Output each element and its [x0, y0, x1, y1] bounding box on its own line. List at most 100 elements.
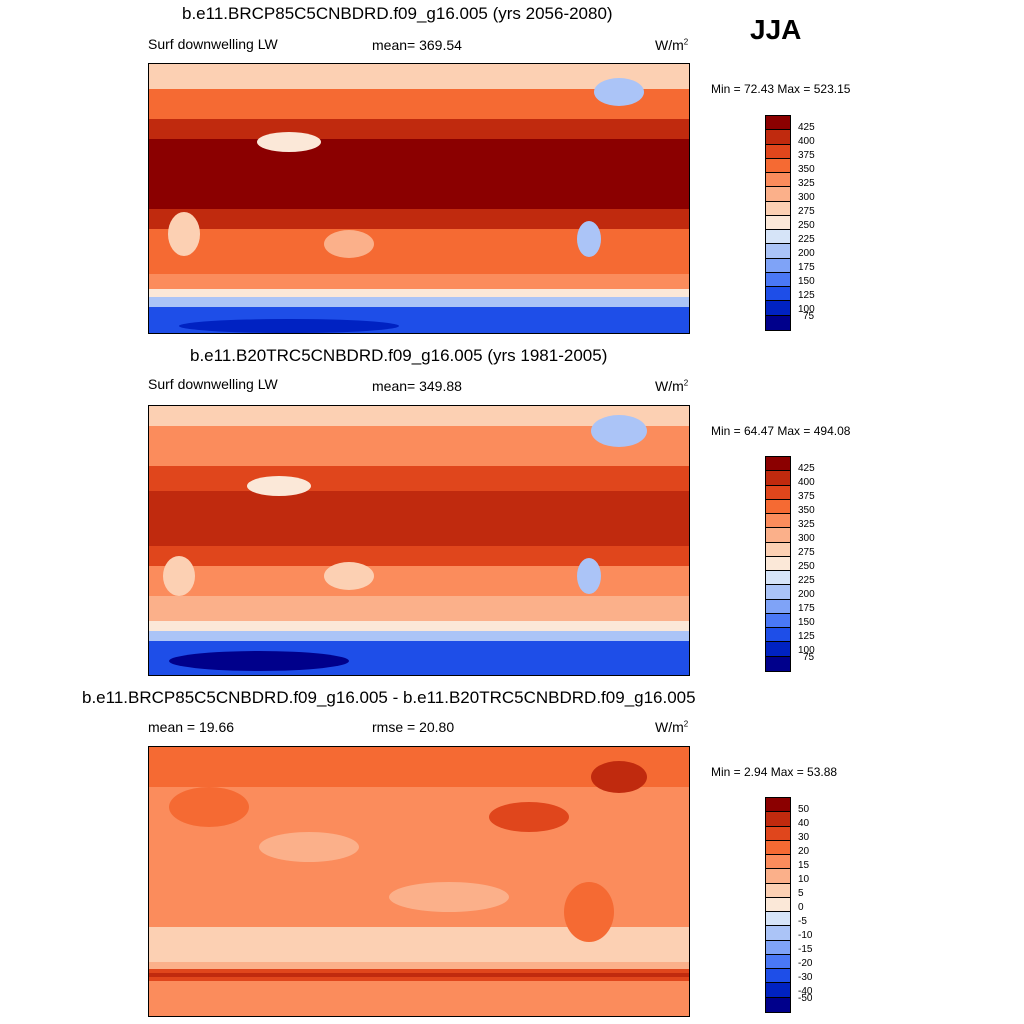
panel2-colorbar-swatch: [766, 471, 790, 486]
panel3-colorbar-swatch: [766, 897, 790, 913]
panel3-title: b.e11.BRCP85C5CNBDRD.f09_g16.005 - b.e11…: [82, 688, 696, 707]
panel1-colorbar-label: 400: [798, 136, 815, 147]
panel3-colorbar-swatch: [766, 969, 790, 984]
panel3-colorbar-label: -30: [798, 972, 813, 983]
panel3-units: W/m2: [655, 719, 689, 735]
panel1-colorbar-label: 425: [798, 122, 815, 133]
panel3-colorbar-label: 40: [798, 818, 810, 829]
panel2-colorbar-swatch: [766, 571, 790, 586]
panel1-colorbar-label: 350: [798, 164, 815, 175]
panel1-colorbar-label: 75: [803, 311, 815, 322]
panel3-colorbar-swatch: [766, 798, 790, 813]
panel2-colorbar-label: 200: [798, 589, 815, 600]
panel3-colorbar-swatch: [766, 869, 790, 884]
panel2-colorbar-label: 175: [798, 603, 815, 614]
panel3-colorbar-label: -15: [798, 944, 813, 955]
panel2-colorbar-label: 375: [798, 491, 815, 502]
panel1-colorbar-swatch: [766, 144, 790, 159]
panel3-colorbar-swatch: [766, 983, 790, 998]
panel1-colorbar-label: 300: [798, 192, 815, 203]
panel1-colorbar-swatch: [766, 287, 790, 302]
panel2-colorbar-swatch: [766, 485, 790, 500]
season-label: JJA: [750, 14, 802, 45]
panel3-colorbar-swatch: [766, 912, 790, 927]
panel3-colorbar-label: 0: [798, 902, 804, 913]
panel2-colorbar-swatch: [766, 656, 790, 671]
panel1-colorbar-swatch: [766, 258, 790, 273]
panel2-colorbar-swatch: [766, 585, 790, 600]
panel3-colorbar-label: 50: [798, 804, 810, 815]
panel3-colorbar-swatch: [766, 855, 790, 870]
panel3-map: [148, 746, 690, 1017]
panel2-colorbar-swatch: [766, 457, 790, 472]
panel2-colorbar-swatch: [766, 599, 790, 614]
panel1-colorbar-swatch: [766, 116, 790, 131]
panel2-mean-label: mean= 349.88: [372, 378, 462, 394]
panel2-minmax: Min = 64.47 Max = 494.08: [711, 424, 851, 438]
panel1-title: b.e11.BRCP85C5CNBDRD.f09_g16.005 (yrs 20…: [182, 4, 613, 23]
panel1-colorbar-label: 225: [798, 234, 815, 245]
panel1-colorbar-label: 125: [798, 290, 815, 301]
panel2-title: b.e11.B20TRC5CNBDRD.f09_g16.005 (yrs 198…: [190, 346, 608, 365]
panel3-minmax: Min = 2.94 Max = 53.88: [711, 765, 838, 779]
panel1-colorbar-label: 325: [798, 178, 815, 189]
panel3-colorbar-label: -10: [798, 930, 813, 941]
panel1-mean-label: mean= 369.54: [372, 37, 462, 53]
panel1-map: [148, 63, 690, 334]
panel3-colorbar-swatch: [766, 926, 790, 941]
panel2-colorbar: [765, 456, 791, 672]
panel3-colorbar-label: -40: [798, 986, 813, 997]
panel1-colorbar-swatch: [766, 215, 790, 231]
panel2-colorbar-swatch: [766, 528, 790, 543]
panel3-colorbar-label: 15: [798, 860, 810, 871]
panel1-colorbar-label: 100: [798, 304, 815, 315]
panel3-rmse-label: rmse = 20.80: [372, 719, 455, 735]
panel2-colorbar-label: 100: [798, 645, 815, 656]
panel1-colorbar-swatch: [766, 244, 790, 259]
panel3-colorbar-label: 20: [798, 846, 810, 857]
panel1-colorbar-label: 175: [798, 262, 815, 273]
panel1-colorbar-swatch: [766, 187, 790, 202]
panel2-colorbar-label: 300: [798, 533, 815, 544]
panel1-colorbar-swatch: [766, 315, 790, 330]
panel1-colorbar-swatch: [766, 301, 790, 316]
panel2-colorbar-label: 150: [798, 617, 815, 628]
panel2-colorbar-swatch: [766, 542, 790, 557]
panel1-colorbar-label: 375: [798, 150, 815, 161]
panel3-colorbar-label: 5: [798, 888, 804, 899]
panel1-colorbar-label: 200: [798, 248, 815, 259]
panel1-colorbar-swatch: [766, 158, 790, 174]
panel3-colorbar-swatch: [766, 997, 790, 1012]
panel3-colorbar-label: 30: [798, 832, 810, 843]
panel3-colorbar-label: -20: [798, 958, 813, 969]
panel2-colorbar-label: 425: [798, 463, 815, 474]
panel1-units: W/m2: [655, 37, 689, 53]
panel3-colorbar-label: 10: [798, 874, 810, 885]
panel1-colorbar-swatch: [766, 130, 790, 145]
panel3-colorbar-swatch: [766, 812, 790, 827]
panel1-minmax: Min = 72.43 Max = 523.15: [711, 82, 851, 96]
panel1-colorbar-swatch: [766, 272, 790, 288]
panel2-units: W/m2: [655, 378, 689, 394]
panel1-colorbar-label: 250: [798, 220, 815, 231]
panel2-colorbar-swatch: [766, 628, 790, 643]
panel2-colorbar-swatch: [766, 499, 790, 515]
panel2-colorbar-label: 75: [803, 652, 815, 663]
panel2-colorbar-label: 350: [798, 505, 815, 516]
panel2-colorbar-swatch: [766, 613, 790, 629]
panel1-variable-label: Surf downwelling LW: [148, 36, 278, 52]
panel2-colorbar-label: 275: [798, 547, 815, 558]
panel3-colorbar-swatch: [766, 954, 790, 970]
panel2-colorbar-label: 225: [798, 575, 815, 586]
panel1-colorbar-swatch: [766, 173, 790, 188]
panel1-colorbar-label: 275: [798, 206, 815, 217]
panel3-mean-label: mean = 19.66: [148, 719, 235, 735]
panel2-colorbar-label: 125: [798, 631, 815, 642]
panel2-colorbar-label: 325: [798, 519, 815, 530]
panel3-colorbar-swatch: [766, 940, 790, 955]
panel3-colorbar-label: -50: [798, 993, 813, 1004]
panel1-colorbar: [765, 115, 791, 331]
panel2-colorbar-label: 250: [798, 561, 815, 572]
panel2-colorbar-swatch: [766, 514, 790, 529]
panel2-colorbar-swatch: [766, 642, 790, 657]
